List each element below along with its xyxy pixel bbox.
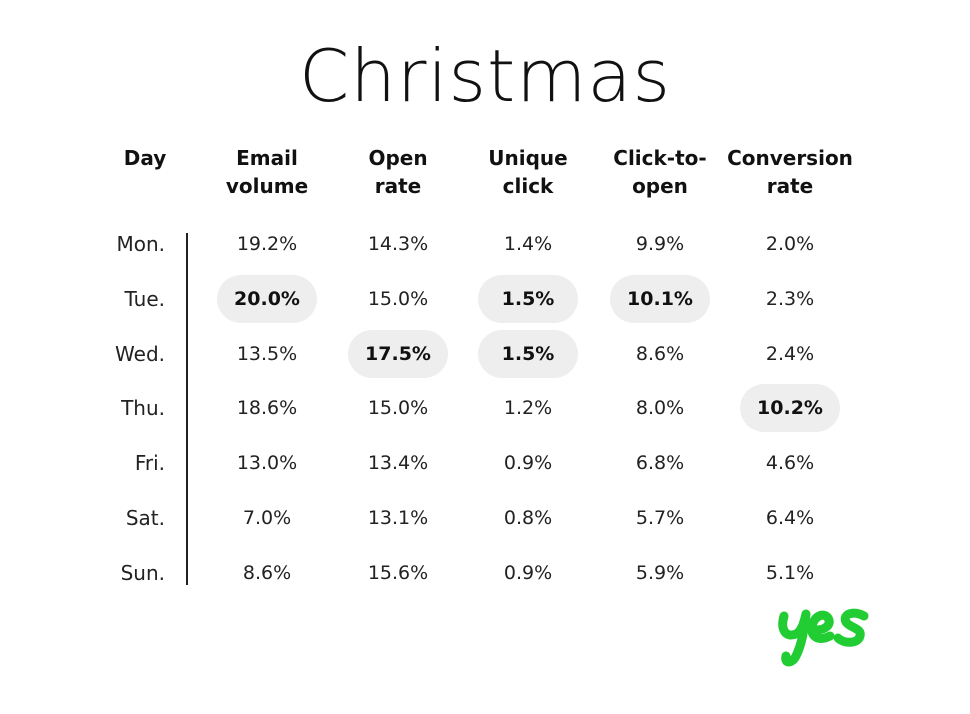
table-cell: 15.0% bbox=[367, 397, 429, 420]
highlighted-cell: 10.1% bbox=[610, 274, 710, 323]
column-header-unique-click: Unique click bbox=[453, 144, 603, 200]
table-cell: 0.9% bbox=[503, 452, 553, 475]
table-cell: 6.8% bbox=[635, 452, 685, 475]
table-cell: 7.0% bbox=[242, 507, 292, 529]
table-cell: 13.1% bbox=[367, 507, 429, 529]
column-header-line: Open bbox=[368, 146, 428, 170]
column-header-open-rate: Open rate bbox=[323, 144, 473, 200]
row-day-label: Thu. bbox=[121, 396, 165, 421]
chart-title: Christmas bbox=[298, 34, 672, 118]
column-header-line: Email bbox=[236, 146, 298, 170]
yes-logo-icon bbox=[778, 608, 869, 667]
table-cell: 9.9% bbox=[635, 233, 685, 255]
highlighted-cell: 1.5% bbox=[478, 329, 578, 378]
column-header-line: rate bbox=[374, 174, 422, 198]
column-header-line: volume bbox=[225, 174, 309, 198]
column-header-line: Unique bbox=[488, 146, 568, 170]
table-cell: 2.4% bbox=[765, 342, 815, 365]
column-header-day: Day bbox=[70, 144, 220, 172]
table-cell: 19.2% bbox=[236, 233, 298, 255]
column-header-line: click bbox=[502, 174, 554, 198]
column-divider bbox=[186, 233, 188, 585]
row-day-label: Sat. bbox=[125, 506, 165, 530]
highlighted-cell: 1.5% bbox=[478, 274, 578, 323]
highlighted-cell: 17.5% bbox=[348, 329, 448, 378]
table-cell: 2.0% bbox=[765, 233, 815, 255]
column-header-line: open bbox=[632, 174, 688, 198]
column-header-line: Click-to- bbox=[613, 146, 707, 170]
column-header-email-volume: Email volume bbox=[192, 144, 342, 200]
column-header-line: Conversion bbox=[727, 146, 853, 170]
table-cell: 1.4% bbox=[503, 233, 553, 255]
table-cell: 14.3% bbox=[367, 233, 429, 255]
table-cell: 13.0% bbox=[236, 452, 298, 475]
table-cell: 18.6% bbox=[236, 397, 298, 420]
row-day-label: Tue. bbox=[124, 286, 165, 311]
column-header-conversion-rate: Conversion rate bbox=[715, 144, 865, 200]
row-day-label: Wed. bbox=[115, 341, 165, 366]
row-day-label: Mon. bbox=[116, 232, 165, 256]
table-cell: 5.7% bbox=[635, 507, 685, 529]
table-cell: 6.4% bbox=[765, 507, 815, 529]
column-header-line: rate bbox=[766, 174, 814, 198]
highlighted-cell: 20.0% bbox=[217, 274, 317, 323]
table-cell: 5.9% bbox=[635, 561, 685, 584]
table-cell: 4.6% bbox=[765, 452, 815, 475]
table-cell: 2.3% bbox=[765, 287, 815, 310]
table-cell: 13.5% bbox=[236, 342, 298, 365]
table-cell: 13.4% bbox=[367, 452, 429, 475]
table-cell: 8.6% bbox=[242, 561, 292, 584]
table-cell: 5.1% bbox=[765, 561, 815, 584]
table-cell: 8.6% bbox=[635, 342, 685, 365]
column-header-line: Day bbox=[123, 146, 167, 170]
highlighted-cell: 10.2% bbox=[740, 384, 840, 433]
table-cell: 15.6% bbox=[367, 561, 429, 584]
table-cell: 0.8% bbox=[503, 507, 553, 529]
row-day-label: Sun. bbox=[120, 560, 165, 585]
table-cell: 1.2% bbox=[503, 397, 553, 420]
table-cell: 15.0% bbox=[367, 287, 429, 310]
table-cell: 0.9% bbox=[503, 561, 553, 584]
column-header-click-to-open: Click-to-open bbox=[585, 144, 735, 200]
table-cell: 8.0% bbox=[635, 397, 685, 420]
row-day-label: Fri. bbox=[134, 451, 165, 476]
